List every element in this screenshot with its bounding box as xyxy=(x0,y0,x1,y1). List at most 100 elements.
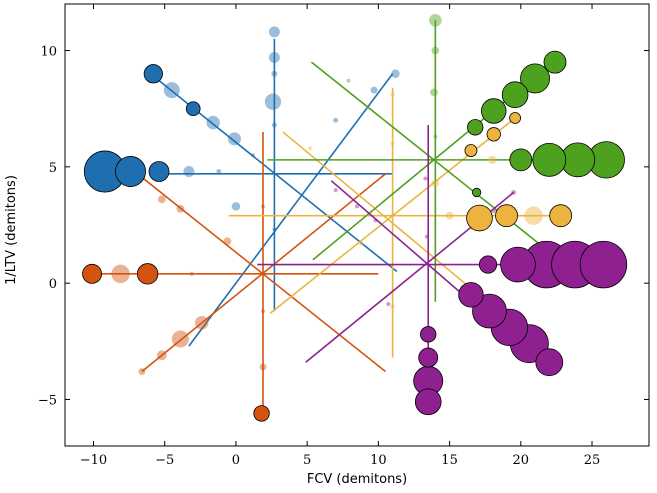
blue-data-point xyxy=(333,117,339,123)
yellow-data-point xyxy=(509,112,522,124)
blue-data-point xyxy=(268,52,280,64)
yellow-data-point xyxy=(486,127,501,142)
green-data-point xyxy=(433,134,438,139)
green-data-point xyxy=(481,98,507,124)
yellow-data-point xyxy=(466,204,493,232)
green-data-point xyxy=(501,81,529,109)
orange-data-point xyxy=(111,264,130,284)
x-tick-label: 20 xyxy=(513,453,530,468)
blue-data-point xyxy=(370,86,378,94)
purple-data-point xyxy=(491,208,496,214)
yellow-data-point xyxy=(390,304,395,309)
yellow-data-point xyxy=(445,211,454,220)
plot-frame xyxy=(64,3,650,447)
axis-ticks: −10 −5 0 5 10 15 20 25 −5 0 5 10 xyxy=(38,4,649,468)
green-data-point xyxy=(431,46,440,55)
green-data-point xyxy=(467,119,484,136)
blue-data-point xyxy=(148,161,170,182)
blue-data-point xyxy=(183,165,195,177)
yellow-data-point xyxy=(390,141,395,146)
blue-data-point xyxy=(264,93,282,110)
yellow-data-point xyxy=(431,179,440,188)
x-tick-label: −5 xyxy=(155,453,174,468)
x-tick-label: 5 xyxy=(303,453,311,468)
blue-data-point xyxy=(216,169,222,174)
blue-data-point xyxy=(271,70,278,77)
purple-data-point xyxy=(535,348,564,377)
purple-data-point xyxy=(423,176,428,181)
purple-data-point xyxy=(420,326,437,343)
orange-data-point xyxy=(223,237,232,246)
purple-data-point xyxy=(511,189,517,195)
blue-data-point xyxy=(115,156,146,187)
y-tick-label: 10 xyxy=(40,45,57,60)
purple-data-point xyxy=(373,218,378,223)
orange-data-point xyxy=(195,315,209,330)
orange-data-point xyxy=(253,405,270,422)
orange-data-point xyxy=(136,263,159,285)
green-data-point xyxy=(471,187,482,198)
blue-data-point xyxy=(227,132,242,146)
purple-data-point xyxy=(478,255,498,274)
blue-data-point xyxy=(163,82,180,99)
green-data-point xyxy=(430,88,438,97)
yellow-data-point xyxy=(488,155,497,165)
x-tick-label: 10 xyxy=(370,453,387,468)
green-data-point xyxy=(532,142,567,177)
yellow-data-point xyxy=(307,146,312,151)
green-data-point xyxy=(429,14,442,27)
orange-data-point xyxy=(260,204,265,209)
blue-data-point xyxy=(251,153,256,158)
purple-data-point xyxy=(424,234,429,239)
orange-data-point xyxy=(82,263,102,284)
green-data-point xyxy=(346,78,351,83)
purple-data-point xyxy=(579,240,628,289)
orange-data-point xyxy=(156,350,167,361)
yellow-data-point xyxy=(390,92,395,97)
y-axis-label: 1/LTV (demitons) xyxy=(4,175,19,285)
green-data-point xyxy=(543,50,567,74)
x-tick-label: 25 xyxy=(584,453,601,468)
yellow-data-point xyxy=(549,204,573,228)
blue-data-point xyxy=(206,115,220,130)
blue-data-point xyxy=(271,122,277,128)
yellow-data-point xyxy=(524,206,543,225)
purple-data-point xyxy=(386,302,391,307)
orange-spoke-line xyxy=(141,173,386,373)
orange-spoke-line xyxy=(142,177,386,373)
blue-data-point xyxy=(272,227,277,232)
yellow-data-point xyxy=(464,144,478,157)
orange-data-point xyxy=(176,204,185,213)
orange-data-point xyxy=(138,368,146,376)
blue-spoke-line xyxy=(188,73,394,347)
blue-data-point xyxy=(391,69,400,79)
purple-data-point xyxy=(458,282,484,308)
x-axis-label: FCV (demitons) xyxy=(307,472,407,487)
purple-data-point xyxy=(472,293,507,329)
orange-data-point xyxy=(260,309,265,314)
purple-data-point xyxy=(500,246,536,283)
y-tick-label: 0 xyxy=(49,277,57,292)
yellow-data-point xyxy=(495,204,518,228)
purple-data-point xyxy=(418,347,439,368)
purple-data-point xyxy=(333,188,338,193)
x-tick-label: 0 xyxy=(232,453,240,468)
plot-area xyxy=(82,14,628,422)
orange-data-point xyxy=(259,363,267,371)
yellow-data-point xyxy=(359,241,364,246)
green-data-point xyxy=(509,148,533,172)
orange-data-point xyxy=(171,330,189,348)
y-tick-label: −5 xyxy=(38,393,57,408)
x-tick-label: −10 xyxy=(80,453,107,468)
blue-data-point xyxy=(143,64,163,84)
purple-data-point xyxy=(414,388,442,416)
x-tick-label: 15 xyxy=(441,453,458,468)
orange-data-point xyxy=(189,271,194,276)
blue-data-point xyxy=(268,26,280,38)
green-data-point xyxy=(520,63,551,94)
y-tick-label: 5 xyxy=(49,161,57,176)
orange-data-point xyxy=(157,195,166,204)
blue-data-point xyxy=(185,101,201,117)
blue-data-point xyxy=(231,202,241,211)
